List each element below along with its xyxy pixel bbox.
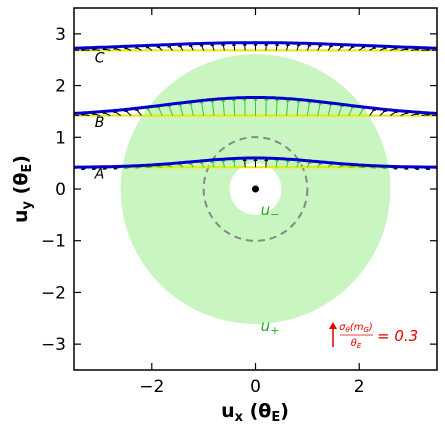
overlay-layer: A B Cu− u+	[94, 50, 280, 337]
deflection-arrow	[147, 108, 153, 116]
deflection-arrow	[211, 101, 215, 116]
legend-numerator: σθ(mG)	[339, 322, 373, 334]
deflection-arrow	[275, 99, 278, 116]
deflection-arrow	[286, 100, 289, 116]
legend-value: = 0.3	[377, 327, 418, 345]
legend-denominator: θE	[351, 338, 362, 350]
deflection-arrow	[233, 160, 236, 168]
curve-label-C: C	[95, 50, 105, 66]
deflection-arrow	[222, 100, 225, 116]
deflection-arrow	[233, 99, 236, 116]
image-curve-C	[74, 41, 437, 50]
deflection-arrow	[275, 160, 278, 168]
y-tick-label: −1	[41, 232, 66, 252]
y-tick-label: 0	[55, 180, 66, 200]
deflection-arrow	[296, 101, 300, 116]
curve-A	[74, 156, 437, 171]
curve-label-B: B	[95, 115, 105, 131]
x-tick-label: 0	[250, 377, 261, 397]
deflection-arrow	[179, 104, 184, 116]
curve-C	[74, 41, 437, 52]
einstein-ring-circle	[202, 136, 309, 242]
deflection-arrow	[317, 103, 321, 116]
curve-B	[74, 96, 437, 117]
lens-point	[252, 185, 259, 193]
curve-label-A: A	[94, 167, 105, 183]
deflection-arrow	[286, 160, 289, 168]
deflection-arrow	[201, 102, 205, 116]
deflection-arrow	[222, 160, 225, 168]
y-tick-label: 2	[55, 77, 66, 97]
tick-layer: −2 0 2 −3 −2 −1 0 1 2 3	[41, 8, 437, 397]
y-tick-label: −2	[41, 283, 66, 303]
x-axis-label: ux (θE)	[221, 400, 289, 425]
plot-area	[74, 41, 437, 324]
image-curve-A	[74, 156, 437, 169]
legend: σθ(mG) θE = 0.3	[329, 322, 418, 350]
region-label-u-minus: u−	[261, 201, 280, 221]
y-axis-label: uy (θE)	[10, 155, 35, 223]
y-tick-label: 3	[55, 25, 66, 45]
deflection-arrow	[348, 107, 354, 116]
y-tick-label: 1	[55, 128, 66, 148]
deflection-arrow	[190, 103, 194, 116]
deflection-arrow	[358, 108, 364, 116]
x-tick-label: −2	[139, 377, 164, 397]
deflection-arrow	[306, 102, 310, 116]
image-curve-B	[74, 96, 437, 115]
x-tick-label: 2	[354, 377, 365, 397]
region-label-u-plus: u+	[261, 317, 280, 337]
deflection-arrow	[337, 105, 343, 116]
legend-arrowhead	[329, 322, 337, 329]
y-tick-label: −3	[41, 335, 66, 355]
deflection-arrow	[327, 104, 332, 116]
deflection-arrow	[168, 105, 174, 116]
deflection-arrow	[157, 107, 163, 116]
shaded-annulus	[120, 54, 391, 324]
